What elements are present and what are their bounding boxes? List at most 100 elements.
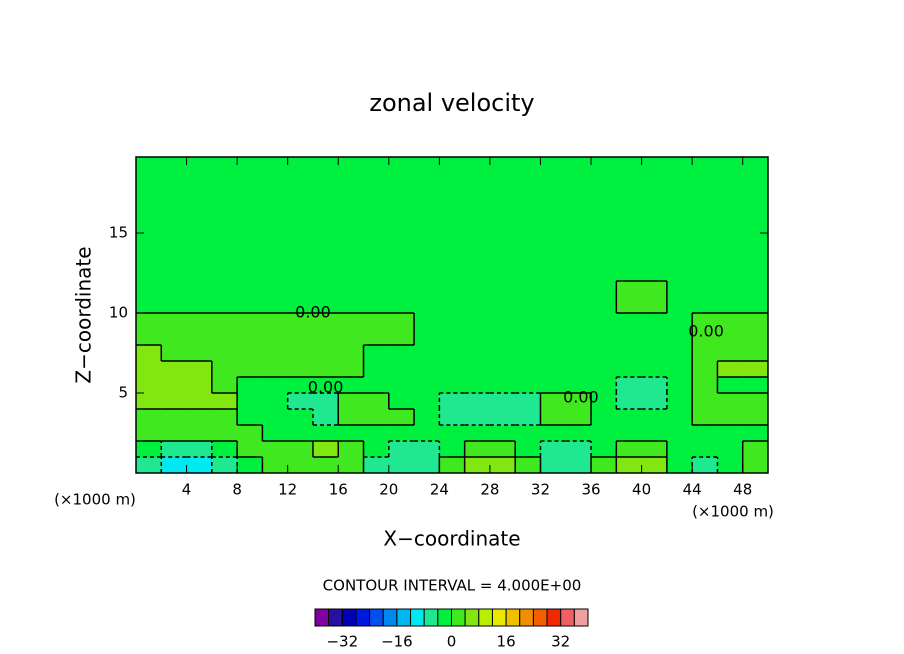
contour-cell xyxy=(287,457,314,474)
contour-cell xyxy=(489,361,516,378)
contour-cell xyxy=(666,377,693,394)
contour-cell xyxy=(742,441,769,458)
contour-cell xyxy=(262,393,289,410)
contour-cell xyxy=(211,409,238,426)
contour-cell xyxy=(540,157,567,282)
contour-cell xyxy=(489,393,516,410)
contour-cell xyxy=(515,393,541,410)
contour-cell xyxy=(565,377,592,394)
contour-cell xyxy=(388,157,415,282)
contour-cell xyxy=(136,409,162,426)
contour-cell xyxy=(414,313,440,346)
contour-cell xyxy=(388,377,415,394)
x-tick-label: 8 xyxy=(232,481,242,499)
contour-cell xyxy=(742,377,769,394)
contour-cell xyxy=(464,441,491,458)
contour-cell xyxy=(186,457,213,474)
contour-label: 0.00 xyxy=(688,322,724,341)
colorbar-box xyxy=(573,608,589,627)
contour-cell xyxy=(616,281,643,314)
contour-cell xyxy=(717,157,744,282)
contour-cell xyxy=(161,345,188,362)
contour-cell xyxy=(262,361,289,378)
contour-cell xyxy=(641,313,668,346)
contour-cell xyxy=(414,361,440,378)
contour-cell xyxy=(717,457,744,474)
contour-cell xyxy=(515,281,541,314)
contour-cell xyxy=(515,361,541,378)
contour-cell xyxy=(616,457,643,474)
contour-cell xyxy=(237,157,263,282)
contour-cell xyxy=(742,425,769,442)
x-tick-label: 4 xyxy=(182,481,192,499)
contour-cell xyxy=(666,409,693,426)
contour-cell xyxy=(616,157,643,282)
colorbar-box xyxy=(546,608,562,627)
contour-cell xyxy=(388,345,415,362)
contour-cell xyxy=(338,393,365,410)
contour-cell xyxy=(565,361,592,378)
contour-cell xyxy=(666,425,693,442)
contour-cell xyxy=(136,281,162,314)
contour-cell xyxy=(338,377,365,394)
contour-cell xyxy=(616,409,643,426)
contour-cell xyxy=(186,313,213,346)
contour-cell xyxy=(742,281,769,314)
x-tick-label: 16 xyxy=(329,481,348,499)
contour-cell xyxy=(616,441,643,458)
contour-cell xyxy=(287,345,314,362)
contour-cell xyxy=(262,157,289,282)
colorbar-box xyxy=(341,608,357,627)
contour-cell xyxy=(363,425,390,442)
contour-cell xyxy=(287,281,314,314)
colorbar-tick-label: 32 xyxy=(551,633,570,651)
contour-cell xyxy=(161,425,188,442)
contour-cell xyxy=(464,361,491,378)
colorbar-box xyxy=(505,608,521,627)
contour-cell xyxy=(439,281,466,314)
contour-cell xyxy=(616,393,643,410)
contour-cell xyxy=(211,345,238,362)
contour-cell xyxy=(312,345,339,362)
contour-cell xyxy=(338,457,365,474)
contour-cell xyxy=(363,409,390,426)
contour-cell xyxy=(338,281,365,314)
plot-frame xyxy=(135,156,769,474)
x-tick-label: 40 xyxy=(632,481,651,499)
contour-cell xyxy=(439,425,466,442)
contour-cell xyxy=(363,157,390,282)
contour-cell xyxy=(363,345,390,362)
contour-cell xyxy=(439,441,466,458)
contour-cell xyxy=(186,345,213,362)
contour-cell xyxy=(591,377,617,394)
contour-cell xyxy=(363,281,390,314)
contour-cell xyxy=(641,457,668,474)
contour-cell xyxy=(692,457,718,474)
contour-cell xyxy=(540,441,567,458)
contour-cell xyxy=(565,345,592,362)
contour-cell xyxy=(591,457,617,474)
contour-cell xyxy=(363,457,390,474)
contour-cell xyxy=(136,393,162,410)
contour-cell xyxy=(161,281,188,314)
contour-cell xyxy=(161,441,188,458)
x-unit-label: (×1000 m) xyxy=(54,491,136,509)
colorbar-box xyxy=(328,608,343,627)
contour-cell xyxy=(388,441,415,458)
contour-cell xyxy=(464,313,491,346)
contour-cell xyxy=(489,157,516,282)
contour-cell xyxy=(565,441,592,458)
contour-cell xyxy=(616,425,643,442)
y-tick-label: 10 xyxy=(109,304,128,322)
colorbar-box xyxy=(464,608,480,627)
contour-cell xyxy=(287,393,314,410)
x-axis-label: X−coordinate xyxy=(383,527,520,551)
contour-cell xyxy=(591,345,617,362)
contour-cell xyxy=(414,157,440,282)
contour-cell xyxy=(262,457,289,474)
contour-cell xyxy=(312,281,339,314)
contour-cell xyxy=(338,157,365,282)
contour-cell xyxy=(540,377,567,394)
contour-cell xyxy=(338,441,365,458)
contour-cell xyxy=(742,393,769,410)
